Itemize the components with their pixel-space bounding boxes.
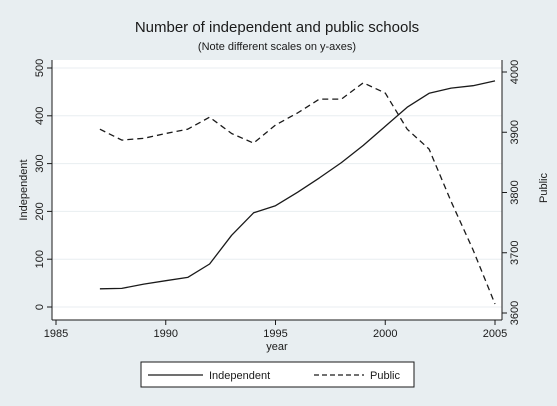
plot-area: 1985 1990 1995 2000 2005 0 100 200 300 400 500 3600… [34,59,521,340]
chart-title: Number of independent and public schools [135,19,419,36]
series-line-independent [99,80,496,290]
y-axis-right-label: Public [538,173,550,203]
y-right-tick-label: 3800 [509,180,521,204]
y-axis-left-label: Independent [18,159,30,220]
x-tick-label: 2000 [373,328,397,340]
legend: Independent Public [140,361,415,388]
series-line-public [99,82,496,305]
y-left-tick-label: 300 [34,154,46,172]
y-left-tick-label: 100 [34,250,46,268]
legend-label-public: Public [370,370,400,382]
y-right-tick-label: 3700 [509,241,521,265]
y-left-tick-label: 500 [34,59,46,77]
chart-subtitle: (Note different scales on y-axes) [198,41,356,53]
y-right-tick-label: 4000 [509,60,521,84]
x-axis-label: year [266,341,288,353]
y-right-tick-label: 3900 [509,120,521,144]
plot-background [52,60,502,320]
y-left-tick-label: 0 [34,304,46,310]
x-tick-label: 2005 [483,328,507,340]
y-right-tick-label: 3600 [509,301,521,325]
y-left-tick-label: 400 [34,107,46,125]
y-left-tick-label: 200 [34,202,46,220]
legend-label-independent: Independent [209,370,270,382]
x-tick-label: 1990 [154,328,178,340]
x-tick-label: 1995 [263,328,287,340]
x-tick-label: 1985 [44,328,68,340]
